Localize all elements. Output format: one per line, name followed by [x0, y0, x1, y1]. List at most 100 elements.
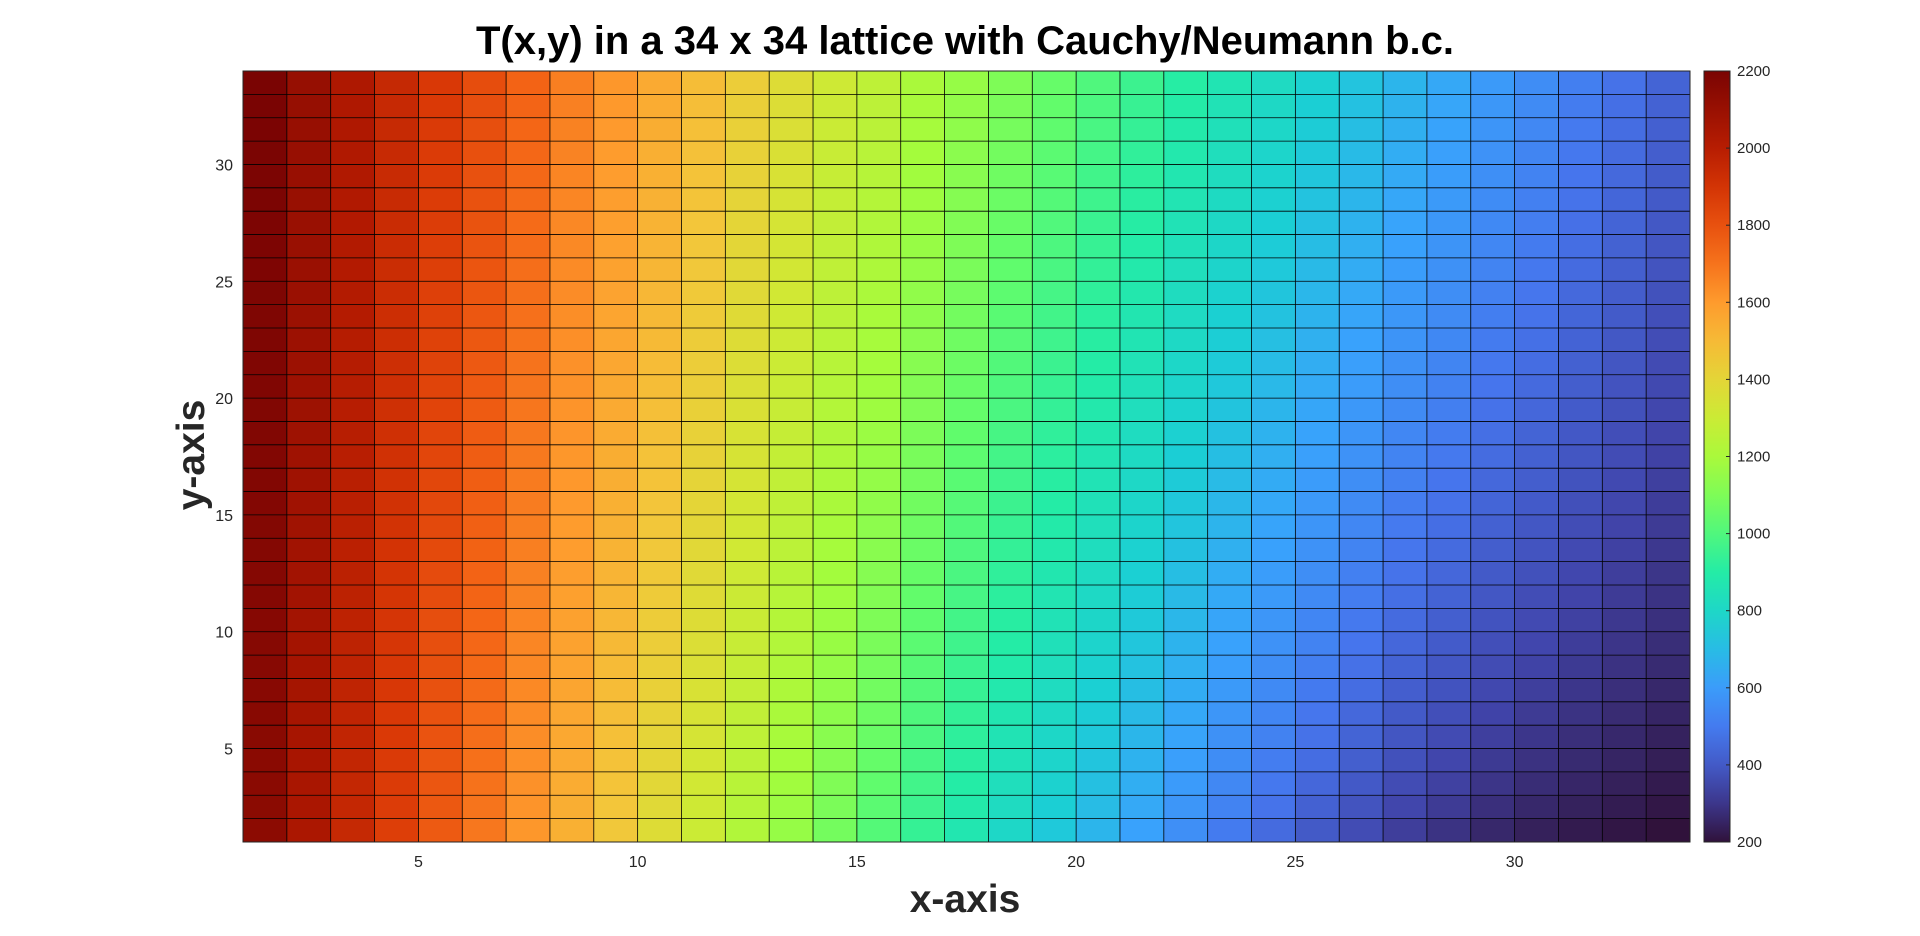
heatmap-cell — [1383, 491, 1428, 516]
heatmap-cell — [813, 748, 858, 773]
heatmap-cell — [462, 304, 507, 329]
heatmap-cell — [506, 538, 551, 563]
heatmap-cell — [988, 94, 1033, 119]
y-axis-ticks: 5 10 15 20 25 30 — [215, 157, 233, 758]
heatmap-cell — [1251, 608, 1296, 633]
heatmap-cell — [1514, 351, 1559, 376]
heatmap-cell — [944, 538, 989, 563]
heatmap-cell — [681, 655, 726, 679]
heatmap-cell — [374, 561, 419, 586]
heatmap-cell — [243, 94, 288, 119]
heatmap-cell — [1558, 771, 1603, 796]
heatmap-cell — [1602, 795, 1647, 820]
heatmap-cell — [1032, 468, 1077, 492]
heatmap-cell — [1558, 257, 1603, 282]
heatmap-cell — [725, 771, 770, 796]
heatmap-cell — [944, 818, 989, 843]
heatmap-cell — [330, 608, 375, 633]
heatmap-cell — [681, 234, 726, 259]
heatmap-cell — [374, 818, 419, 843]
heatmap-cell — [286, 608, 332, 633]
heatmap-cell — [330, 398, 375, 422]
heatmap-cell — [1383, 71, 1428, 95]
heatmap-cell — [1470, 655, 1516, 679]
heatmap-cell — [374, 141, 419, 165]
heatmap-cell — [1251, 771, 1296, 796]
heatmap-cell — [506, 818, 551, 843]
heatmap-cell — [1646, 281, 1691, 306]
heatmap-cell — [1076, 701, 1121, 726]
heatmap-cell — [1426, 771, 1472, 796]
heatmap-cell — [506, 468, 551, 492]
heatmap-cell — [593, 631, 639, 656]
heatmap-cell — [1119, 94, 1165, 119]
heatmap-cell — [462, 561, 507, 586]
heatmap-cell — [549, 257, 595, 282]
heatmap-cell — [1251, 748, 1296, 773]
heatmap-cell — [944, 771, 989, 796]
heatmap-cell — [813, 678, 858, 703]
heatmap-cell — [1558, 281, 1603, 306]
heatmap-cell — [1558, 795, 1603, 820]
heatmap-cell — [286, 491, 332, 516]
heatmap-cell — [988, 351, 1033, 376]
heatmap-cell — [856, 818, 902, 843]
heatmap-cell — [1426, 701, 1472, 726]
heatmap-cell — [549, 725, 595, 749]
heatmap-cell — [506, 257, 551, 282]
heatmap-cell — [1163, 444, 1209, 469]
heatmap-cell — [1426, 398, 1472, 422]
heatmap-cell — [1207, 538, 1252, 563]
heatmap-cell — [1646, 701, 1691, 726]
heatmap-cell — [418, 304, 463, 329]
heatmap-cell — [549, 491, 595, 516]
heatmap-cell — [856, 141, 902, 165]
heatmap-cell — [1514, 141, 1559, 165]
heatmap-cell — [418, 94, 463, 119]
heatmap-cell — [330, 748, 375, 773]
heatmap-cell — [637, 444, 682, 469]
heatmap-cell — [1558, 748, 1603, 773]
heatmap-cell — [1426, 725, 1472, 749]
colorbar-tick-label: 1000 — [1737, 526, 1770, 543]
heatmap-cell — [462, 211, 507, 235]
heatmap-cell — [593, 795, 639, 820]
heatmap-cell — [813, 211, 858, 235]
heatmap-cell — [1032, 187, 1077, 212]
heatmap-cell — [1426, 491, 1472, 516]
plot-area-frame — [242, 70, 1691, 843]
heatmap-cell — [243, 725, 288, 749]
heatmap-cell — [1602, 71, 1647, 95]
heatmap-cell — [1426, 71, 1472, 95]
heatmap-cell — [1119, 748, 1165, 773]
heatmap-cell — [1295, 421, 1340, 446]
heatmap-cell — [944, 468, 989, 492]
heatmap-cell — [1558, 398, 1603, 422]
heatmap-cell — [418, 561, 463, 586]
heatmap-cell — [637, 304, 682, 329]
chart-title: T(x,y) in a 34 x 34 lattice with Cauchy/… — [476, 19, 1454, 63]
heatmap-cell — [1076, 608, 1121, 633]
heatmap-cell — [374, 468, 419, 492]
heatmap-cell — [1558, 818, 1603, 843]
heatmap-cell — [769, 561, 814, 586]
heatmap-cell — [725, 444, 770, 469]
heatmap-cell — [1207, 678, 1252, 703]
heatmap-cell — [549, 538, 595, 563]
heatmap-cell — [549, 304, 595, 329]
heatmap-cell — [506, 748, 551, 773]
heatmap-cell — [1602, 94, 1647, 119]
heatmap-cell — [593, 468, 639, 492]
heatmap-cell — [1295, 771, 1340, 796]
heatmap-cell — [637, 468, 682, 492]
heatmap-cell — [944, 211, 989, 235]
heatmap-cell — [900, 444, 945, 469]
heatmap-cell — [681, 351, 726, 376]
heatmap-cell — [1207, 585, 1252, 609]
heatmap-cell — [1426, 468, 1472, 492]
heatmap-cell — [1251, 725, 1296, 749]
heatmap-cell — [593, 655, 639, 679]
heatmap-cell — [1646, 631, 1691, 656]
heatmap-cell — [1251, 187, 1296, 212]
heatmap-cell — [243, 398, 288, 422]
